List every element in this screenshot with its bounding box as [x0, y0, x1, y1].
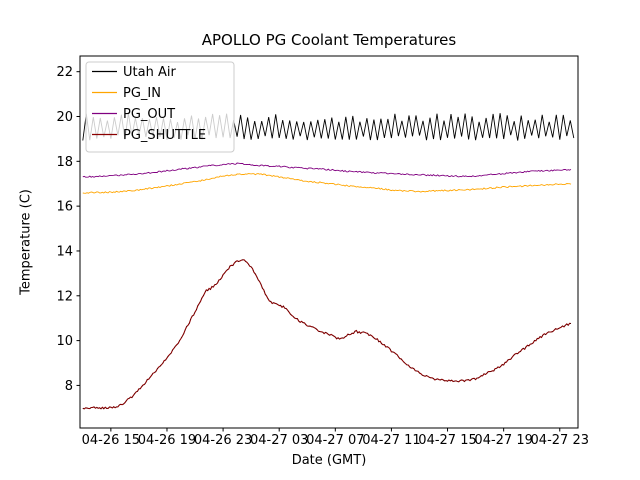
- y-tick-label: 8: [65, 379, 73, 394]
- y-tick-label: 12: [56, 289, 73, 304]
- series-pg-shuttle-line: [82, 259, 572, 410]
- legend-label: Utah Air: [123, 65, 176, 80]
- legend-entry-pg-shuttle: PG_SHUTTLE: [92, 128, 206, 143]
- x-tick-label: 04-27 23: [531, 433, 589, 448]
- legend: Utah Air PG_IN PG_OUT PG_SHUTTLE: [85, 61, 235, 153]
- y-tick-label: 20: [56, 110, 73, 125]
- y-tick-label: 14: [56, 244, 73, 259]
- legend-entry-pg-in: PG_IN: [92, 86, 161, 101]
- x-tick-label: 04-26 15: [82, 433, 140, 448]
- x-tick-label: 04-27 03: [250, 433, 308, 448]
- y-tick-label: 16: [56, 200, 73, 215]
- chart-title: APOLLO PG Coolant Temperatures: [201, 31, 457, 49]
- x-axis-label: Date (GMT): [291, 453, 367, 468]
- legend-entry-utah-air: Utah Air: [92, 65, 176, 80]
- legend-entry-pg-out: PG_OUT: [92, 107, 175, 122]
- series-pg-in-line: [82, 173, 572, 194]
- x-tick-label: 04-27 11: [362, 433, 420, 448]
- y-tick-label: 22: [56, 65, 73, 80]
- legend-label: PG_IN: [123, 86, 161, 101]
- x-tick-label: 04-27 07: [306, 433, 364, 448]
- y-tick-label: 18: [56, 155, 73, 170]
- legend-box: [85, 61, 235, 153]
- axes-frame: [79, 55, 579, 429]
- x-tick-label: 04-27 19: [474, 433, 532, 448]
- y-tick-label: 10: [56, 334, 73, 349]
- series-pg-shuttle-speckle: [82, 259, 572, 410]
- x-tick-label: 04-26 23: [194, 433, 252, 448]
- legend-label: PG_SHUTTLE: [123, 128, 206, 143]
- x-tick-label: 04-26 19: [138, 433, 196, 448]
- legend-label: PG_OUT: [123, 107, 175, 122]
- series-pg-out-line: [82, 162, 572, 178]
- x-tick-label: 04-27 15: [418, 433, 476, 448]
